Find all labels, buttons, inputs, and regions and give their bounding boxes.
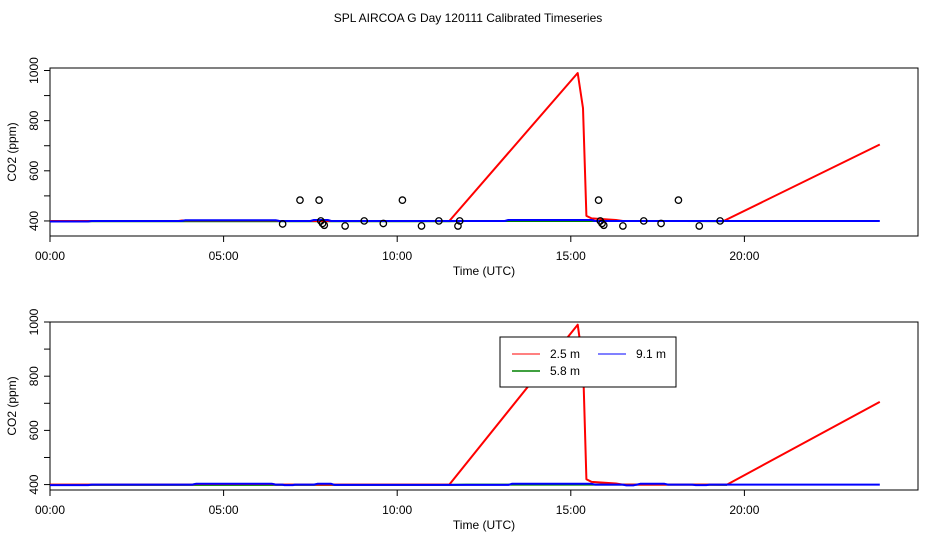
legend-box [499,336,677,388]
legend: 2.5 m 9.1 m 5.8 m [499,336,677,388]
plot-frame [49,67,919,237]
scatter-point [278,220,287,228]
x-tick-label: 20:00 [729,503,759,517]
plot-panel-2: 00:00 05:00 10:00 15:00 20:00 400 600 800 1000 Ti… [5,308,919,532]
scatter-point [716,217,724,225]
x-tick-label: 15:00 [556,503,586,517]
y-tick-label: 600 [27,420,41,440]
scatter-point [657,219,665,228]
x-tick-label: 15:00 [556,249,586,263]
scatter-point [594,196,603,204]
y-axis-title: CO2 (ppm) [5,122,19,181]
legend-label: 2.5 m [550,347,580,361]
series-line-91m [50,482,880,487]
y-tick-label: 800 [27,110,41,130]
scatter-point [315,196,323,204]
scatter-point [379,219,388,228]
scatter-point [695,222,704,230]
legend-label: 5.8 m [550,364,580,378]
y-axis-title: CO2 (ppm) [5,376,19,435]
x-tick-label: 05:00 [209,503,239,517]
series-line-25m [50,72,881,222]
y-tick-label: 1000 [27,308,41,335]
y-tick-label: 400 [27,474,41,494]
scatter-point [417,222,426,230]
x-tick-label: 20:00 [729,249,759,263]
scatter-point [320,221,329,230]
scatter-point [435,217,443,225]
scatter-point [318,219,327,228]
scatter-point [360,217,369,225]
legend-label: 9.1 m [636,347,666,361]
scatter-point [598,219,606,228]
scatter-point [296,196,304,204]
series-line-91m [50,219,880,223]
x-tick-label: 00:00 [35,249,65,263]
y-tick-label: 1000 [27,57,41,84]
x-tick-label: 00:00 [35,503,65,517]
scatter-point [341,222,349,230]
plot-panel-1: 00:00 05:00 10:00 15:00 20:00 400 600 800 1000 Ti… [5,57,919,278]
plot-frame [49,321,919,491]
scatter-point [619,222,627,230]
page-title: SPL AIRCOA G Day 120111 Calibrated Times… [334,11,603,25]
x-tick-label: 10:00 [382,503,412,517]
scatter-point [455,217,464,225]
scatter-point [398,196,407,204]
x-axis-title: Time (UTC) [453,264,515,278]
scatter-point [454,222,462,230]
x-tick-label: 10:00 [382,249,412,263]
x-axis-title: Time (UTC) [453,518,515,532]
y-tick-label: 600 [27,160,41,180]
scatter-point [599,221,608,230]
scatter-point [639,217,648,225]
series-line-25m [50,323,881,486]
x-tick-label: 05:00 [209,249,239,263]
y-tick-label: 400 [27,211,41,231]
scatter-point [674,196,683,204]
y-tick-label: 800 [27,366,41,386]
